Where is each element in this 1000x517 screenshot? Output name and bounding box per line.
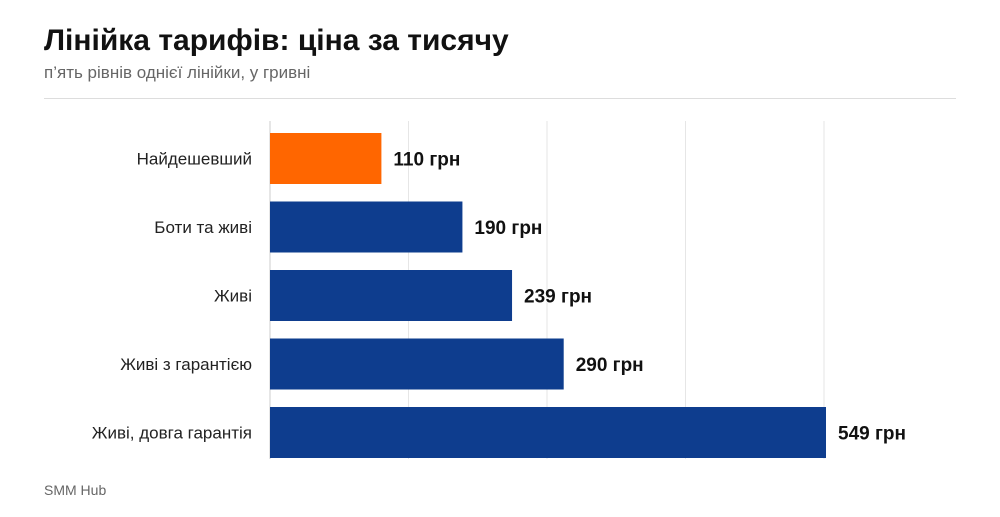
value-label: 239 грн	[524, 287, 592, 308]
value-label: 290 грн	[576, 355, 644, 376]
header-divider	[44, 98, 956, 99]
bar	[270, 407, 826, 458]
category-label: Живі	[214, 287, 252, 306]
category-label: Живі з гарантією	[120, 355, 252, 374]
source-note: SMM Hub	[44, 482, 107, 498]
category-label: Живі, довга гарантія	[92, 424, 252, 443]
bar	[270, 201, 463, 253]
value-label: 190 грн	[474, 218, 542, 239]
chart-subtitle: п’ять рівнів однієї лінійки, у гривні	[44, 63, 311, 82]
chart-title: Лінійка тарифів: ціна за тисячу	[44, 24, 509, 57]
value-label: 549 грн	[838, 424, 906, 445]
value-label: 110 грн	[393, 150, 460, 171]
category-label: Боти та живі	[154, 218, 252, 237]
bar	[270, 133, 382, 184]
category-label: Найдешевший	[137, 150, 252, 169]
bar	[270, 270, 513, 321]
bar	[270, 338, 564, 390]
